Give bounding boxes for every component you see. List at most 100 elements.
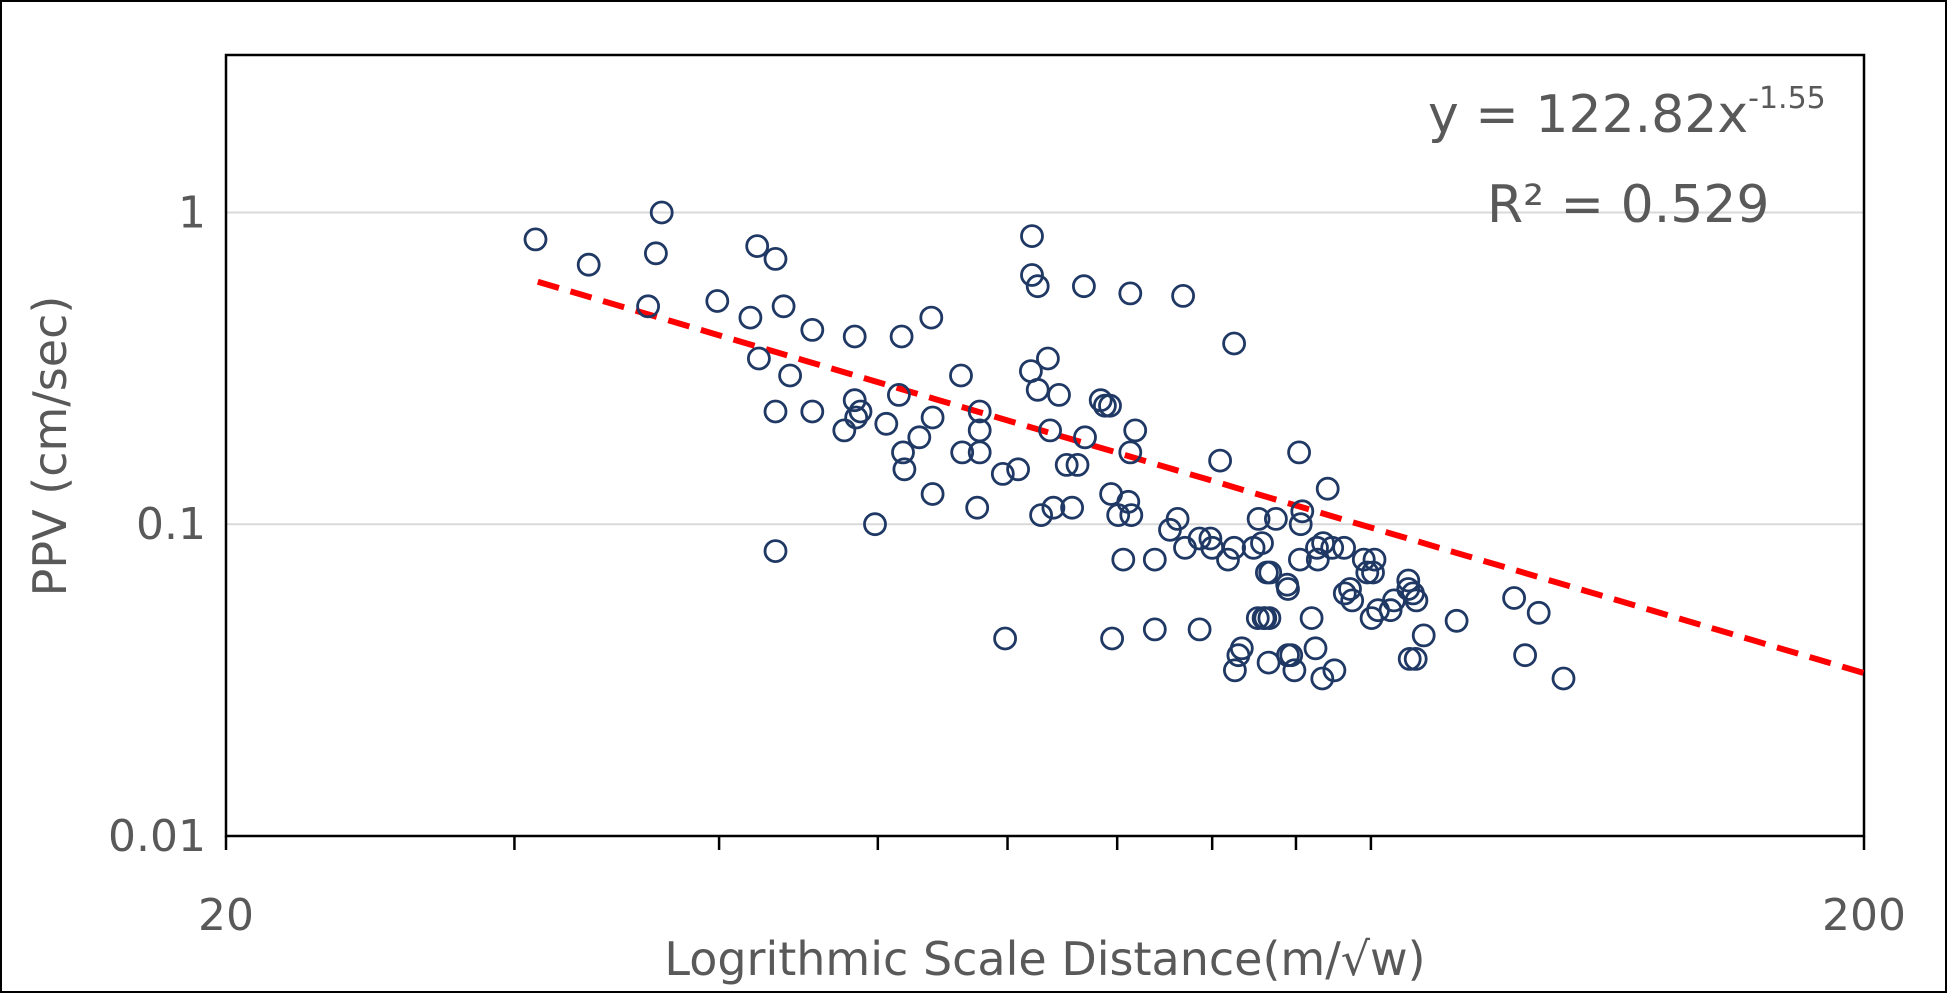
data-point-36 bbox=[967, 440, 992, 465]
trendline-equation: y = 122.82x-1.55 bbox=[1428, 81, 1826, 145]
data-point-32 bbox=[950, 440, 975, 465]
data-point-23 bbox=[887, 382, 911, 407]
data-point-39 bbox=[1006, 457, 1030, 482]
data-point-101 bbox=[1288, 547, 1312, 572]
data-point-136 bbox=[1551, 666, 1576, 691]
data-point-121 bbox=[1362, 547, 1387, 572]
data-point-7 bbox=[745, 234, 770, 259]
data-point-26 bbox=[892, 457, 917, 482]
data-point-51 bbox=[1060, 495, 1084, 520]
data-point-104 bbox=[1299, 606, 1324, 630]
data-point-37 bbox=[990, 461, 1015, 486]
data-point-110 bbox=[1315, 476, 1340, 501]
data-point-61 bbox=[1111, 547, 1136, 572]
data-point-105 bbox=[1303, 636, 1328, 661]
data-point-43 bbox=[1025, 274, 1050, 299]
data-points bbox=[523, 200, 1576, 691]
data-point-50 bbox=[1054, 452, 1079, 477]
data-point-127 bbox=[1397, 647, 1422, 671]
data-point-99 bbox=[1282, 658, 1307, 683]
data-point-71 bbox=[1171, 283, 1195, 308]
data-point-54 bbox=[1073, 425, 1097, 450]
r-squared-label: R² = 0.529 bbox=[1487, 175, 1769, 235]
data-point-20 bbox=[848, 399, 873, 424]
data-point-135 bbox=[1526, 600, 1551, 625]
data-point-15 bbox=[800, 399, 825, 424]
data-point-94 bbox=[1264, 507, 1288, 531]
data-point-68 bbox=[1142, 617, 1167, 642]
y-tick-label-0: 0.01 bbox=[108, 811, 206, 862]
y-axis-title: PPV (cm/sec) bbox=[23, 296, 77, 597]
x-tick-label-0: 20 bbox=[198, 890, 254, 941]
data-point-48 bbox=[1041, 495, 1066, 520]
x-axis-title: Logrithmic Scale Distance(m/√w) bbox=[664, 932, 1425, 986]
data-point-116 bbox=[1340, 588, 1365, 613]
data-point-125 bbox=[1396, 568, 1421, 593]
data-point-96 bbox=[1276, 577, 1300, 601]
data-point-107 bbox=[1305, 547, 1330, 572]
data-point-113 bbox=[1332, 535, 1356, 560]
data-point-24 bbox=[889, 324, 914, 349]
data-point-33 bbox=[965, 495, 990, 520]
data-point-123 bbox=[1378, 598, 1403, 623]
data-point-16 bbox=[832, 418, 857, 443]
x-tick-label-1: 200 bbox=[1822, 890, 1906, 941]
x-axis-tick-labels: 20 200 bbox=[198, 890, 1906, 941]
data-point-4 bbox=[649, 200, 674, 225]
data-point-10 bbox=[763, 399, 788, 424]
data-point-70 bbox=[1165, 507, 1190, 531]
data-point-92 bbox=[1257, 606, 1282, 630]
data-point-93 bbox=[1258, 560, 1283, 585]
data-point-13 bbox=[778, 363, 802, 388]
data-point-5 bbox=[705, 289, 730, 313]
trendline bbox=[536, 278, 1865, 676]
data-point-85 bbox=[1245, 606, 1270, 630]
data-point-114 bbox=[1332, 581, 1357, 606]
data-point-41 bbox=[1020, 224, 1044, 249]
data-point-21 bbox=[863, 512, 887, 537]
data-point-49 bbox=[1047, 382, 1071, 407]
data-point-12 bbox=[771, 294, 796, 319]
data-point-27 bbox=[907, 425, 932, 450]
data-point-130 bbox=[1404, 588, 1429, 613]
data-point-38 bbox=[993, 626, 1017, 651]
data-point-112 bbox=[1322, 658, 1347, 683]
data-point-14 bbox=[800, 317, 825, 342]
data-point-133 bbox=[1502, 586, 1526, 610]
data-point-18 bbox=[842, 388, 867, 413]
trendline-group bbox=[536, 278, 1865, 676]
data-point-102 bbox=[1288, 512, 1313, 537]
data-point-66 bbox=[1123, 418, 1148, 443]
data-point-0 bbox=[523, 227, 548, 252]
data-point-64 bbox=[1118, 440, 1143, 465]
data-point-8 bbox=[747, 346, 771, 371]
data-point-115 bbox=[1338, 577, 1362, 601]
data-point-98 bbox=[1279, 643, 1304, 668]
data-point-78 bbox=[1216, 547, 1240, 572]
data-point-63 bbox=[1118, 281, 1143, 306]
data-point-83 bbox=[1229, 636, 1254, 661]
data-point-3 bbox=[644, 241, 668, 266]
data-point-42 bbox=[1020, 263, 1044, 287]
data-point-86 bbox=[1246, 507, 1271, 531]
y-axis-tick-labels: 0.01 0.1 1 bbox=[108, 187, 206, 862]
data-point-1 bbox=[576, 252, 601, 277]
data-point-131 bbox=[1411, 623, 1436, 648]
data-point-59 bbox=[1100, 626, 1124, 651]
data-point-81 bbox=[1223, 658, 1247, 683]
data-point-111 bbox=[1320, 535, 1345, 560]
data-point-134 bbox=[1513, 643, 1537, 668]
data-point-11 bbox=[763, 539, 788, 563]
data-point-52 bbox=[1065, 452, 1090, 477]
data-point-29 bbox=[920, 405, 945, 430]
data-point-22 bbox=[874, 411, 899, 436]
y-tick-label-1: 0.1 bbox=[136, 499, 206, 550]
data-point-30 bbox=[920, 482, 945, 506]
data-point-108 bbox=[1310, 666, 1335, 691]
data-point-45 bbox=[1029, 503, 1053, 527]
data-point-57 bbox=[1098, 393, 1122, 418]
data-point-100 bbox=[1287, 440, 1311, 465]
data-point-129 bbox=[1403, 647, 1428, 671]
data-point-62 bbox=[1116, 489, 1141, 514]
